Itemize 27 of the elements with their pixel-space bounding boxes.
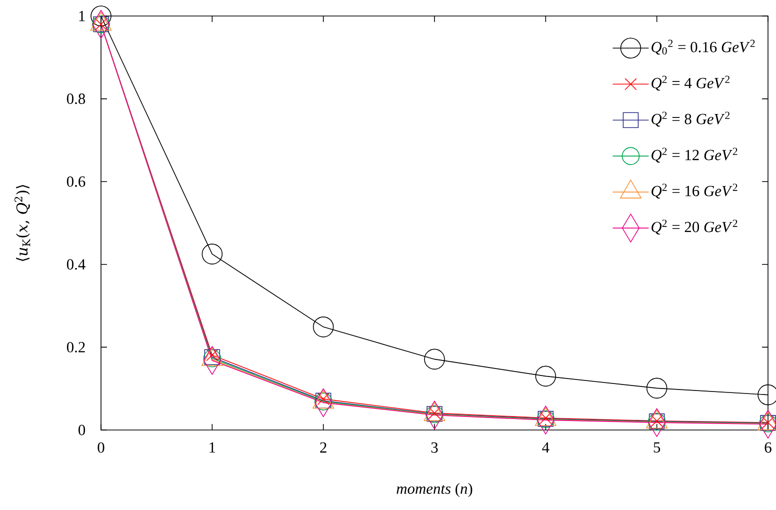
y-tick-label: 0.4 — [66, 259, 86, 270]
point — [646, 378, 668, 399]
y-tick-label: 0.8 — [66, 94, 86, 104]
point — [424, 348, 445, 370]
point — [312, 316, 334, 338]
x-tick-label: 5 — [654, 442, 660, 453]
x-tick-label: 3 — [431, 442, 438, 453]
legend-label: Q$^{2}$ = 12 GeV$^{2}$ — [652, 148, 738, 163]
legend-label: Q$^{2}$ = 16 GeV$^{2}$ — [652, 184, 738, 199]
legend-label: Q$^{2}$ = 8 GeV$^{2}$ — [652, 112, 730, 127]
y-tick-label: 0.6 — [66, 176, 86, 187]
point — [90, 6, 112, 26]
text: ⟨u$_{K}$(x, Q$^{2}$)⟩ — [14, 185, 30, 261]
x-tick-label: 4 — [542, 442, 550, 453]
x-tick-label: 6 — [764, 442, 772, 453]
x-axis-title: moments (n) — [396, 483, 472, 498]
legend-label: Q$^{2}$ = 4 GeV$^{2}$ — [652, 76, 730, 91]
x-tick-label: 1 — [210, 442, 216, 453]
x-tick-label: 2 — [320, 442, 326, 453]
y-tick-label: 0 — [78, 424, 86, 436]
point — [535, 366, 556, 387]
point — [202, 244, 223, 264]
y-tick-label: 0.2 — [66, 342, 85, 352]
legend-label: Q$^{2}$ = 20 GeV$^{2}$ — [652, 220, 738, 235]
y-tick-label: 1 — [79, 10, 85, 22]
legend-label: Q$_{0}$$^{2}$ = 0.16 GeV$^{2}$ — [652, 40, 755, 55]
x-tick-label: 0 — [98, 442, 104, 453]
